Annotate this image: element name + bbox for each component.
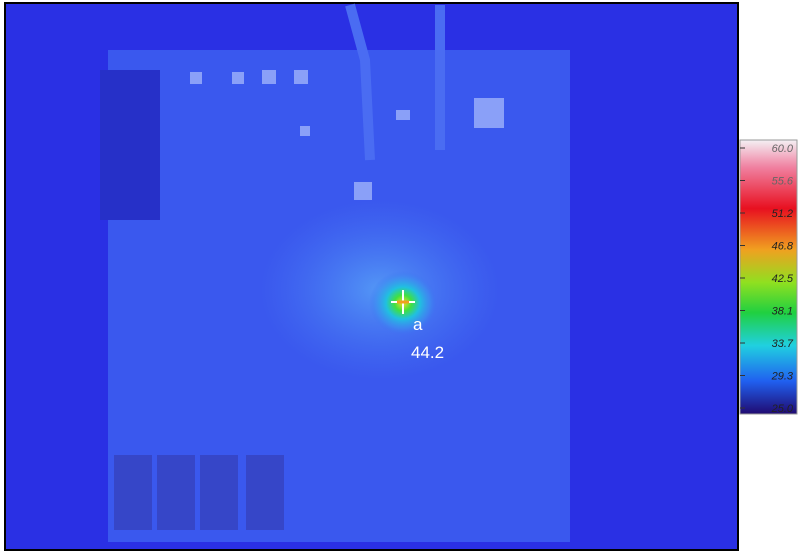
scale-tick-label: 51.2: [772, 208, 793, 220]
scale-tick-label: 25.0: [771, 403, 794, 415]
scale-tick-label: 33.7: [772, 338, 794, 350]
scale-tick-label: 29.3: [771, 371, 794, 383]
dark-component: [100, 70, 160, 220]
marker-value: 44.2: [411, 343, 444, 362]
scale-tick-label: 42.5: [772, 273, 794, 285]
scale-tick-label: 38.1: [772, 306, 793, 318]
scale-tick-label: 46.8: [772, 241, 794, 253]
marker-label: a: [413, 315, 423, 334]
scale-tick-label: 55.6: [772, 176, 794, 188]
pads: [190, 70, 504, 200]
probe-wires: [345, 3, 445, 161]
scale-ticks: 60.0 55.6 51.2 46.8 42.5 38.1 33.7 29.3 25.0: [740, 143, 794, 415]
scale-tick-label: 60.0: [772, 143, 794, 155]
color-scale: [739, 139, 798, 415]
connectors: [114, 455, 284, 530]
